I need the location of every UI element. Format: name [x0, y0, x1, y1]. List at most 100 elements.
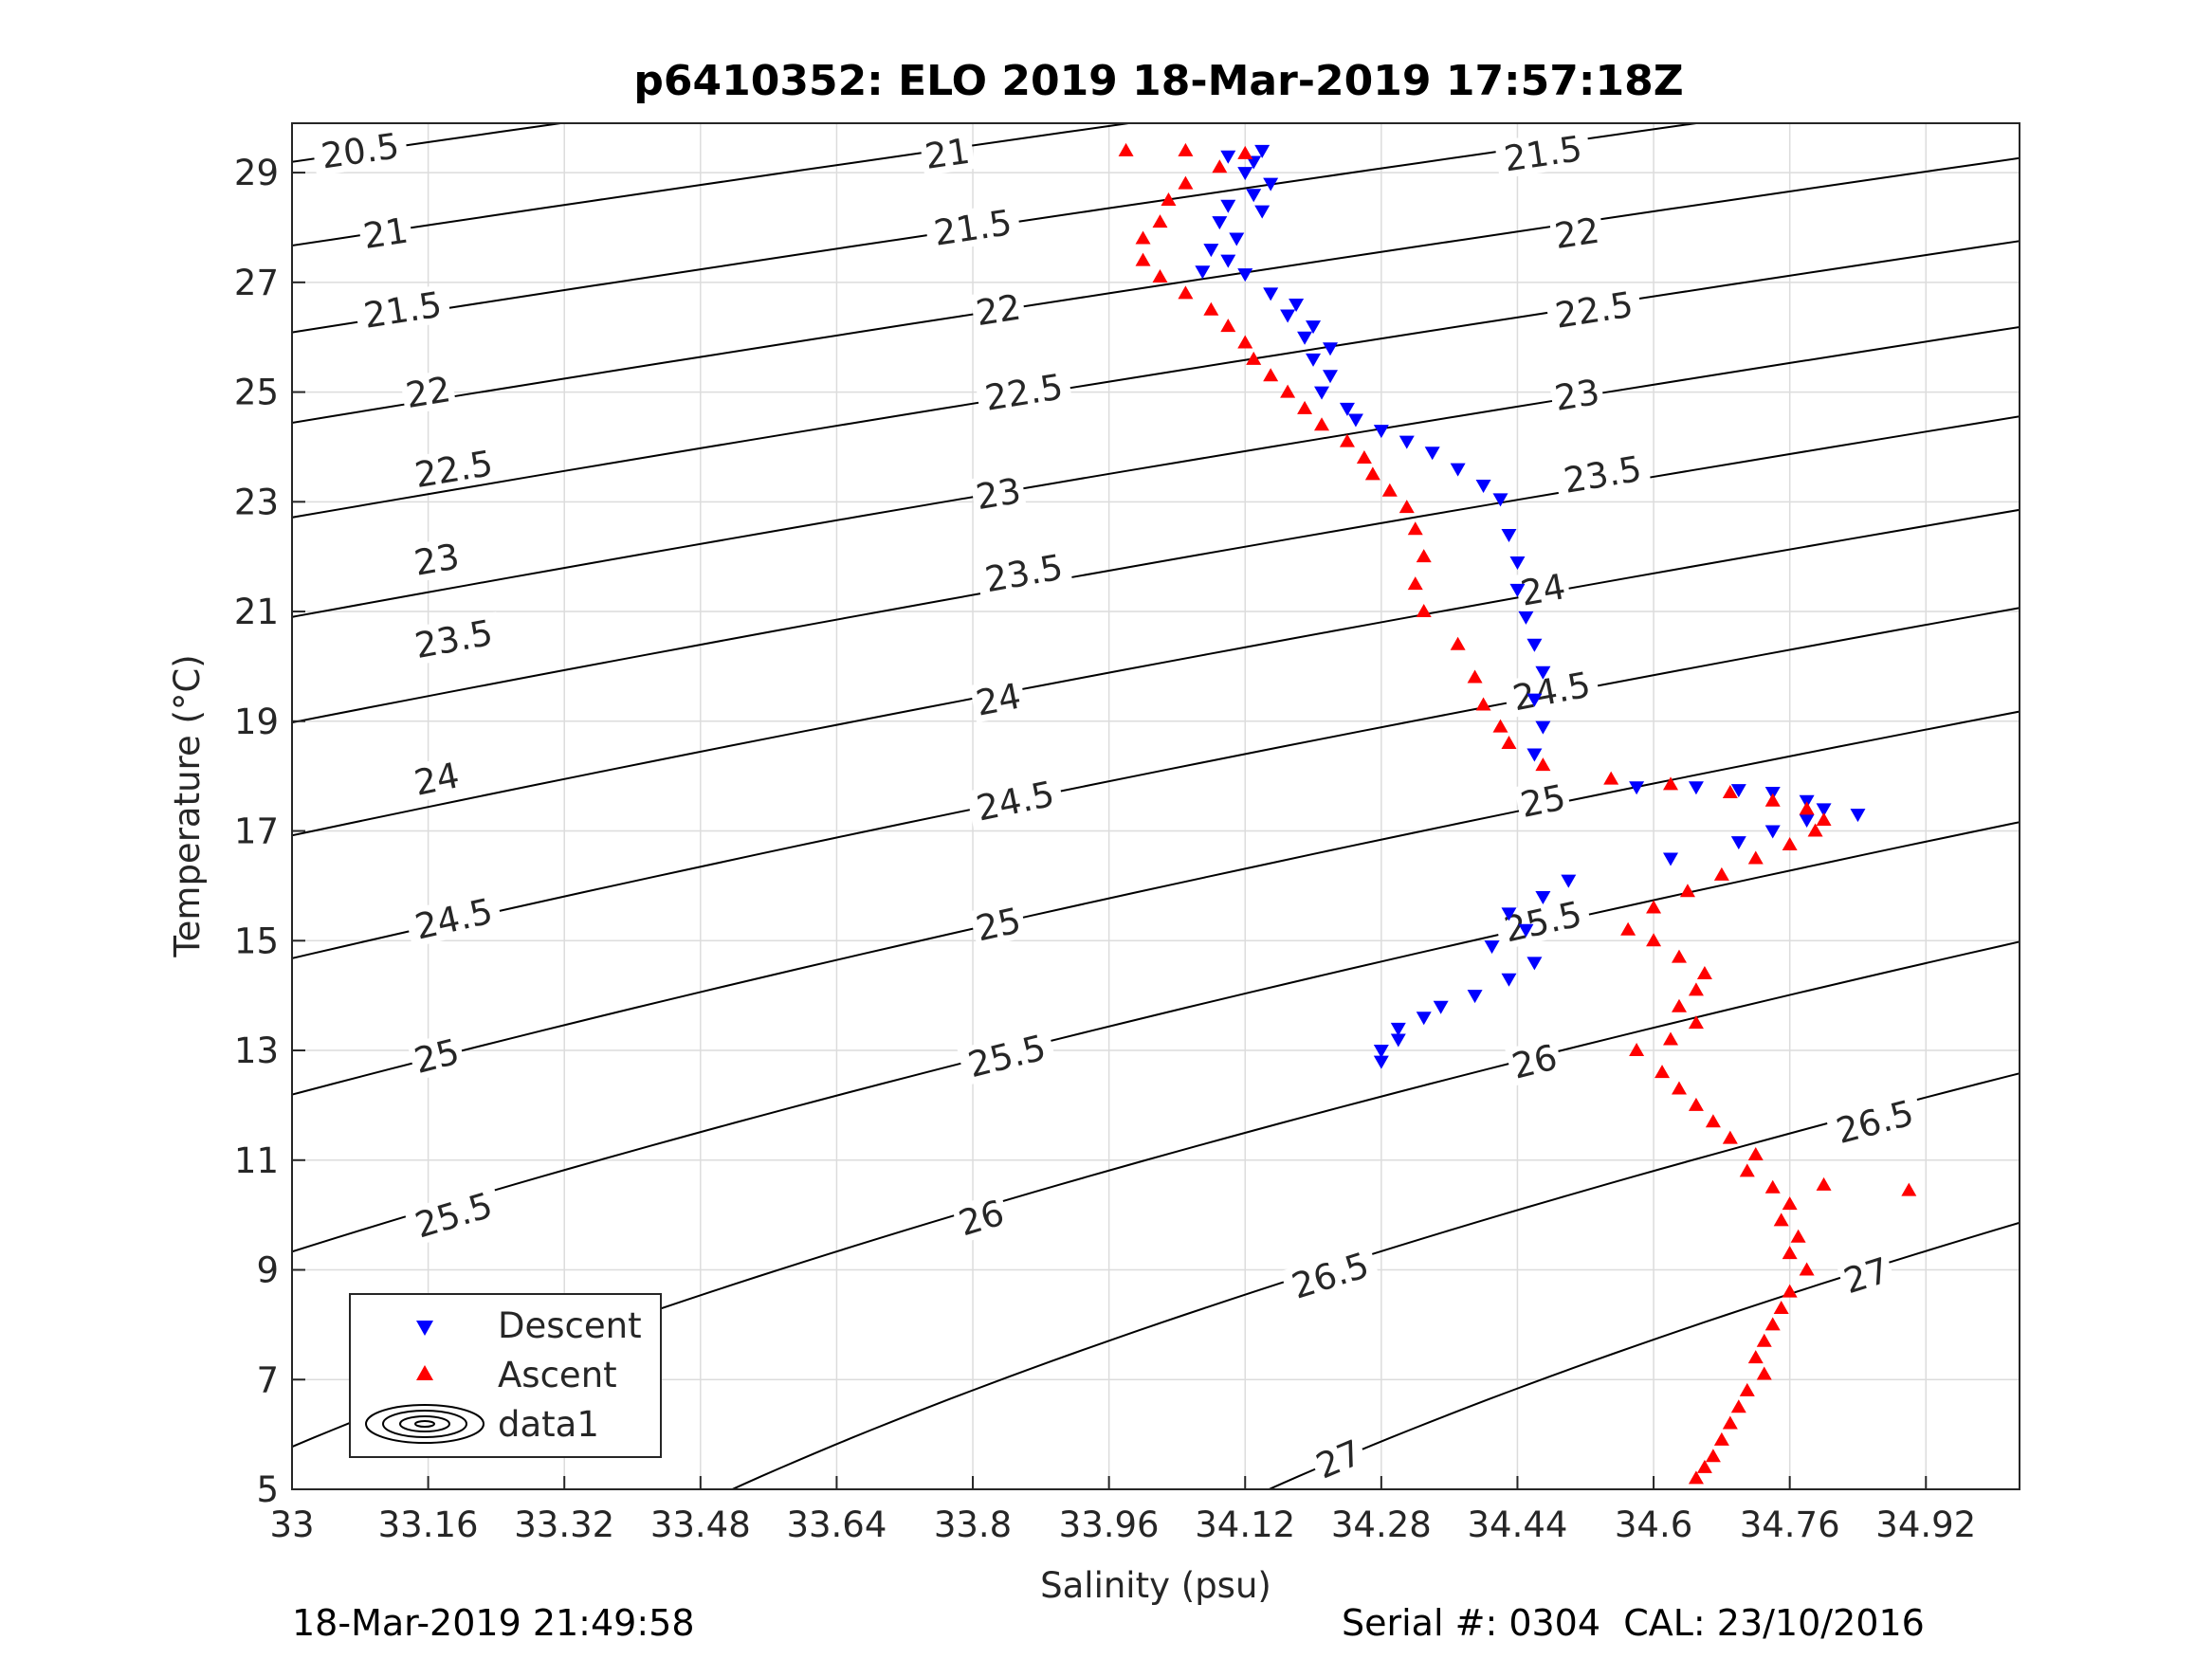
ascent-point [1756, 1333, 1772, 1347]
ascent-point [1492, 719, 1508, 733]
contour-label: 22 [973, 286, 1023, 334]
descent-point [1373, 1055, 1389, 1069]
contour-label-background [975, 366, 1073, 419]
contour-label-background [1307, 1431, 1370, 1487]
ascent-point [1688, 1015, 1704, 1030]
descent-point [1203, 244, 1219, 258]
ascent-point [1722, 1415, 1738, 1430]
ascent-point [1705, 1114, 1721, 1128]
descent-point [1518, 923, 1534, 938]
descent-point [1492, 493, 1508, 507]
ascent-point [1220, 319, 1236, 333]
ascent-point [1297, 400, 1313, 414]
ascent-point [1782, 837, 1798, 851]
x-axis-ticks: 33 33.16 33.32 33.48 33.64 33.8 33.96 34.12 34.2… [269, 1476, 1976, 1545]
descent-point [1535, 720, 1551, 735]
descent-point [1212, 216, 1228, 230]
ascent-point [1671, 1081, 1687, 1095]
ascent-point [1764, 793, 1781, 807]
x-tick-label: 33 [269, 1504, 314, 1545]
descent-point [1433, 1000, 1449, 1014]
legend: Descent Ascent data1 [349, 1293, 662, 1458]
descent-point [1501, 973, 1517, 987]
density-contour-line [729, 1072, 2020, 1489]
chart-title: p6410352: ELO 2019 18-Mar-2019 17:57:18Z [633, 57, 1683, 105]
ascent-point [1790, 1229, 1806, 1243]
ascent-point [1629, 1043, 1645, 1057]
ascent-point [1747, 850, 1764, 865]
ascent-point [1901, 1182, 1917, 1196]
descent-point [1373, 425, 1389, 439]
descent-point [1322, 370, 1338, 384]
contour-label-background [1494, 128, 1592, 179]
descent-point [1229, 232, 1245, 246]
contour-label: 24 [411, 755, 463, 804]
density-contour-line [292, 156, 2020, 424]
descent-point [1629, 781, 1645, 795]
legend-box [349, 1293, 662, 1458]
descent-point [1730, 784, 1746, 798]
ascent-point [1237, 335, 1253, 349]
contour-label-background [1548, 372, 1606, 418]
x-tick-label: 34.6 [1615, 1504, 1692, 1545]
x-tick-label: 34.44 [1467, 1504, 1567, 1545]
descent-point [1254, 205, 1271, 219]
descent-point [1246, 155, 1262, 170]
x-tick-label: 33.8 [934, 1504, 1012, 1545]
descent-point [1220, 254, 1236, 268]
footer-serial-cal: Serial #: 0304 CAL: 23/10/2016 [1342, 1602, 1925, 1644]
ascent-point [1713, 866, 1729, 881]
ascent-point [1799, 801, 1815, 815]
contour-label-background [965, 773, 1065, 830]
contour-label: 23 [411, 536, 463, 584]
x-axis-label: Salinity (psu) [1040, 1565, 1271, 1606]
y-tick-label: 7 [256, 1359, 279, 1400]
y-tick-label: 19 [234, 702, 279, 742]
contour-swatch-icon [365, 1404, 484, 1444]
contour-label-background [1513, 776, 1572, 825]
x-tick-label: 33.48 [650, 1504, 751, 1545]
descent-point [1509, 556, 1526, 570]
y-tick-label: 15 [234, 921, 279, 961]
ascent-point [1603, 771, 1619, 785]
legend-label-descent: Descent [498, 1305, 642, 1346]
contour-label-background [969, 675, 1028, 723]
ascent-point [1807, 823, 1823, 837]
contour-label-background [1824, 1091, 1925, 1153]
contour-label-background [1545, 283, 1643, 337]
ascent-point [1501, 735, 1517, 749]
descent-point [1467, 990, 1483, 1004]
x-tick-label: 33.96 [1059, 1504, 1160, 1545]
contour-label-background [919, 131, 976, 176]
contour-label-background [407, 1030, 466, 1081]
y-tick-label: 11 [234, 1140, 279, 1181]
descent-point [1535, 890, 1551, 904]
descent-point [1424, 447, 1440, 461]
ascent-point [1178, 142, 1194, 156]
density-contour-line [292, 821, 2020, 1253]
ascent-point [1646, 900, 1662, 914]
x-tick-label: 33.64 [786, 1504, 887, 1545]
contour-label-background [1548, 210, 1605, 256]
contour-label: 22 [403, 369, 453, 416]
y-tick-label: 21 [234, 592, 279, 632]
descent-point [1390, 1033, 1406, 1048]
descent-point [1475, 479, 1491, 493]
ascent-point [1246, 351, 1262, 365]
ascent-point [1747, 1350, 1764, 1364]
contour-label: 23 [1552, 372, 1602, 419]
y-tick-label: 9 [256, 1250, 279, 1291]
ascent-marker-icon [416, 1365, 433, 1380]
density-contour-line [292, 710, 2020, 1096]
contour-label-background [408, 755, 466, 803]
ascent-point [1407, 521, 1423, 536]
descent-point [1237, 268, 1253, 283]
legend-label-data1: data1 [498, 1404, 599, 1445]
descent-point [1314, 386, 1330, 400]
descent-point [1688, 781, 1704, 795]
descent-point [1526, 957, 1543, 971]
descent-point [1518, 611, 1534, 625]
ascent-point [1773, 1212, 1789, 1227]
x-tick-label: 34.76 [1740, 1504, 1840, 1545]
